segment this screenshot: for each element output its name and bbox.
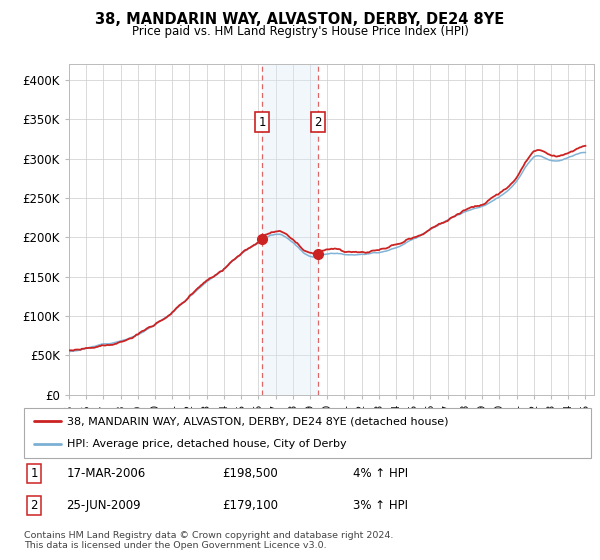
Text: 4% ↑ HPI: 4% ↑ HPI [353,467,408,480]
Text: Contains HM Land Registry data © Crown copyright and database right 2024.
This d: Contains HM Land Registry data © Crown c… [24,531,394,550]
FancyBboxPatch shape [24,408,591,458]
Text: HPI: Average price, detached house, City of Derby: HPI: Average price, detached house, City… [67,440,346,450]
Text: 17-MAR-2006: 17-MAR-2006 [67,467,146,480]
Text: 2: 2 [31,499,38,512]
Text: 1: 1 [258,116,266,129]
Bar [262,64,318,395]
Text: 38, MANDARIN WAY, ALVASTON, DERBY, DE24 8YE (detached house): 38, MANDARIN WAY, ALVASTON, DERBY, DE24 … [67,416,448,426]
Text: 3% ↑ HPI: 3% ↑ HPI [353,499,408,512]
Text: £198,500: £198,500 [223,467,278,480]
Text: 1: 1 [31,467,38,480]
Text: Price paid vs. HM Land Registry's House Price Index (HPI): Price paid vs. HM Land Registry's House … [131,25,469,38]
Text: £179,100: £179,100 [223,499,278,512]
Text: 38, MANDARIN WAY, ALVASTON, DERBY, DE24 8YE: 38, MANDARIN WAY, ALVASTON, DERBY, DE24 … [95,12,505,27]
Text: 25-JUN-2009: 25-JUN-2009 [67,499,141,512]
Text: 2: 2 [314,116,322,129]
